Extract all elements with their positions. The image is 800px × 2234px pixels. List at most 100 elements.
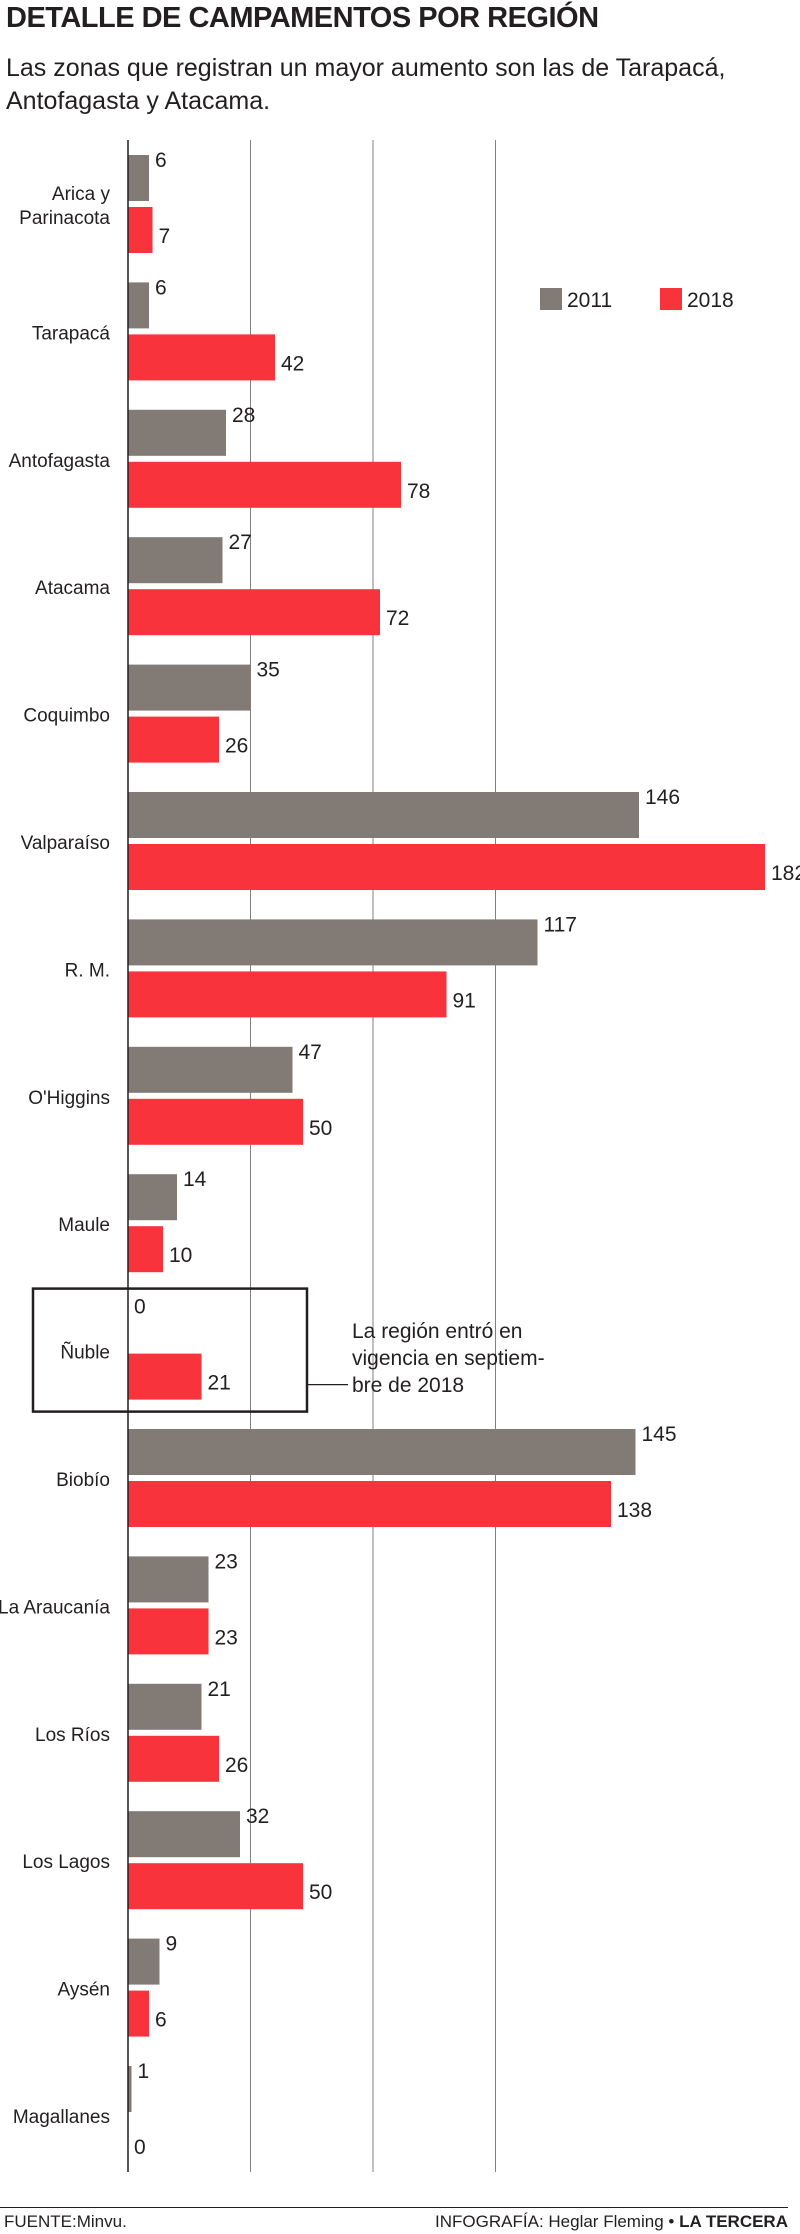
category-label: Los Ríos xyxy=(35,1725,110,1746)
annotation-line: bre de 2018 xyxy=(352,1374,465,1397)
category-label: O'Higgins xyxy=(28,1088,110,1109)
source-note: FUENTE:Minvu. xyxy=(4,2212,127,2231)
category-label-line: Magallanes xyxy=(13,2107,110,2128)
credit-prefix: INFOGRAFÍA: Heglar Fleming • xyxy=(435,2212,680,2231)
category-label-line: Arica y xyxy=(52,184,111,205)
data-label: 0 xyxy=(134,1296,146,1319)
footer-divider xyxy=(0,2207,788,2208)
category-label: Ñuble xyxy=(60,1342,110,1364)
category-label-line: Biobío xyxy=(56,1470,110,1491)
bar-2011 xyxy=(128,282,149,329)
chart-title: DETALLE DE CAMPAMENTOS POR REGIÓN xyxy=(6,2,599,34)
data-label: 47 xyxy=(299,1041,322,1064)
data-label: 35 xyxy=(257,659,280,682)
bar-2011 xyxy=(128,1811,240,1858)
data-label: 78 xyxy=(407,480,430,503)
data-label: 7 xyxy=(159,225,171,248)
bar-2018 xyxy=(128,334,275,381)
category-label-line: Los Lagos xyxy=(22,1852,110,1873)
bar-2018 xyxy=(128,716,219,763)
data-label: 9 xyxy=(166,1933,178,1956)
category-label-line: Tarapacá xyxy=(32,323,111,344)
bar-2011 xyxy=(128,537,223,584)
bar-2018 xyxy=(128,1226,163,1273)
bar-2011 xyxy=(128,2066,132,2112)
data-label: 146 xyxy=(645,786,680,809)
category-label-line: Parinacota xyxy=(19,208,110,229)
category-label-line: Antofagasta xyxy=(9,451,111,472)
data-label: 91 xyxy=(453,989,476,1012)
data-label: 6 xyxy=(155,149,167,172)
bar-2018 xyxy=(128,1863,303,1910)
bar-2018 xyxy=(128,971,447,1018)
bar-2018 xyxy=(128,1098,303,1145)
legend-swatch-2011 xyxy=(540,288,562,310)
category-label-line: Aysén xyxy=(58,1980,110,2001)
category-label: Magallanes xyxy=(13,2107,110,2128)
bar-2011 xyxy=(128,919,538,966)
category-label: Los Lagos xyxy=(22,1852,110,1873)
data-label: 6 xyxy=(155,2009,167,2032)
category-label: Maule xyxy=(58,1215,110,1236)
data-label: 145 xyxy=(642,1423,677,1446)
category-label: Antofagasta xyxy=(9,451,111,472)
data-label: 26 xyxy=(225,1754,248,1777)
category-label: La Araucanía xyxy=(0,1597,110,1618)
data-label: 138 xyxy=(617,1499,652,1522)
bar-2018 xyxy=(128,461,401,508)
bar-2011 xyxy=(128,1556,209,1603)
legend-label: 2011 xyxy=(567,289,612,312)
highlight-box xyxy=(31,1287,309,1413)
category-label: R. M. xyxy=(65,960,110,981)
bar-2011 xyxy=(128,1429,636,1475)
data-label: 72 xyxy=(386,607,409,630)
category-label-line: Coquimbo xyxy=(23,706,110,727)
data-label: 32 xyxy=(246,1805,269,1828)
bar-2011 xyxy=(128,664,251,711)
bar-2018 xyxy=(128,1735,219,1782)
bar-2018 xyxy=(128,1990,149,2037)
bar-2018 xyxy=(128,1353,202,1400)
category-label-line: O'Higgins xyxy=(28,1088,110,1109)
annotation-line: vigencia en septiem- xyxy=(352,1347,545,1370)
category-label-line: Ñuble xyxy=(60,1342,110,1364)
bar-2011 xyxy=(128,792,639,838)
data-label: 42 xyxy=(281,352,304,375)
nuble-annotation: La región entró en vigencia en septiem- … xyxy=(352,1318,592,1399)
data-label: 23 xyxy=(215,1550,238,1573)
data-label: 26 xyxy=(225,735,248,758)
bar-2011 xyxy=(128,1683,202,1730)
bar-2018 xyxy=(128,844,765,890)
bar-2018 xyxy=(128,207,153,253)
bar-2011 xyxy=(128,155,149,201)
bar-2018 xyxy=(128,1608,209,1655)
category-label-line: Atacama xyxy=(35,578,110,599)
data-label: 0 xyxy=(134,2136,146,2159)
category-label: Arica y Parinacota xyxy=(19,184,110,229)
category-label-line: Valparaíso xyxy=(21,833,110,854)
category-label-line: La Araucanía xyxy=(0,1597,110,1618)
bar-2011 xyxy=(128,409,226,456)
chart-subtitle: Las zonas que registran un mayor aumento… xyxy=(6,54,726,115)
data-label: 14 xyxy=(183,1168,207,1191)
category-label-line: Los Ríos xyxy=(35,1725,110,1746)
category-label: Valparaíso xyxy=(21,833,110,854)
category-label: Coquimbo xyxy=(23,706,110,727)
credit-line: INFOGRAFÍA: Heglar Fleming • LA TERCERA xyxy=(435,2212,788,2232)
bar-2018 xyxy=(128,1481,611,1527)
data-label: 1 xyxy=(138,2060,150,2083)
data-label: 27 xyxy=(229,531,252,554)
category-label-line: R. M. xyxy=(65,960,110,981)
bar-2018 xyxy=(128,589,380,636)
data-label: 50 xyxy=(309,1117,332,1140)
category-label: Tarapacá xyxy=(32,323,111,344)
data-label: 6 xyxy=(155,276,167,299)
credit-brand: LA TERCERA xyxy=(679,2212,788,2231)
data-label: 182 xyxy=(771,862,800,885)
data-label: 50 xyxy=(309,1881,332,1904)
data-label: 21 xyxy=(208,1372,231,1395)
annotation-line: La región entró en xyxy=(352,1320,523,1343)
data-label: 23 xyxy=(215,1626,238,1649)
data-label: 21 xyxy=(208,1678,231,1701)
category-label: Atacama xyxy=(35,578,110,599)
